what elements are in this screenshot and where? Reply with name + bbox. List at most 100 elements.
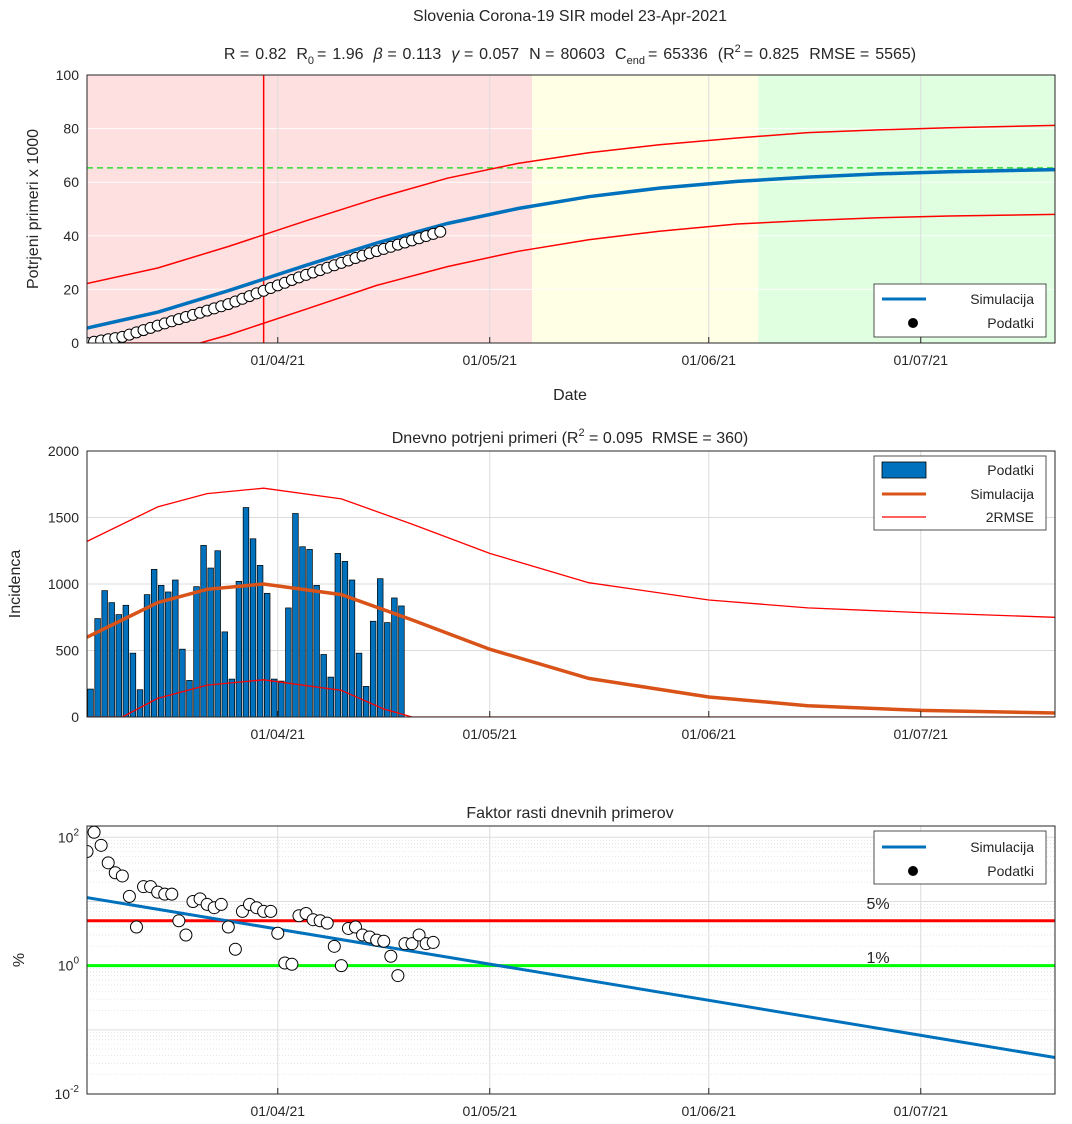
data-bar [109,603,115,717]
y-tick-label: 100 [56,67,80,83]
legend-swatch-data [882,462,926,478]
legend-label-data: Podatki [987,315,1034,331]
data-bar [151,569,157,717]
x-tick-label: 01/07/21 [894,352,949,368]
legend-label-simulation: Simulacija [970,839,1034,855]
data-point [130,921,142,933]
x-tick-label: 01/06/21 [682,726,737,742]
data-point [321,917,333,929]
data-point [116,870,128,882]
data-bar [250,539,256,717]
data-bar [384,623,390,717]
chart-title: Slovenia Corona-19 SIR model 23-Apr-2021 [413,8,727,25]
legend-label-simulation: Simulacija [970,486,1034,502]
x-tick-label: 01/07/21 [894,726,949,742]
data-bar [271,679,277,717]
chart-title: Dnevno potrjeni primeri (R2 = 0.095 RMSE… [392,427,749,447]
x-tick-label: 01/04/21 [251,726,306,742]
legend: Simulacija Podatki [874,831,1046,884]
data-bar [172,580,178,717]
x-tick-label: 01/07/21 [894,1103,949,1119]
data-bar [180,649,186,717]
legend: Podatki Simulacija 2RMSE [874,456,1046,530]
data-point [88,826,100,838]
chart-title: Faktor rasti dnevnih primerov [466,805,673,822]
data-bar [314,585,320,717]
legend: Simulacija Podatki [874,284,1046,337]
data-bar [137,690,143,717]
data-point [272,927,284,939]
y-tick-label: 40 [63,228,79,244]
data-bar [222,632,228,717]
data-point [173,915,185,927]
data-point [229,943,241,955]
data-bar [123,605,129,717]
legend-label-simulation: Simulacija [970,291,1034,307]
y-tick-label: 80 [63,121,79,137]
data-point [180,929,192,941]
panel-growth-factor: 01/04/21 01/05/21 01/06/21 01/07/2110-21001… [11,805,1055,1119]
data-point [378,935,390,947]
data-bar [236,581,242,717]
data-bar [307,549,313,717]
data-bar [278,681,284,717]
data-point [95,839,107,851]
data-point [392,970,404,982]
y-tick-label: 0 [71,709,79,725]
x-tick-label: 01/05/21 [462,1103,517,1119]
zone-yellow [532,75,758,343]
y-tick-label: 2000 [48,443,79,459]
data-bar [257,565,263,717]
data-bar [335,553,341,717]
data-bar [399,606,405,717]
panel-daily: 01/04/21 01/05/21 01/06/21 01/07/21 0 500 1000… [7,427,1055,742]
x-tick-label: 01/04/21 [251,352,306,368]
data-bar [321,654,327,717]
data-bar [300,547,306,717]
data-bar [88,689,94,717]
data-bar [229,679,235,717]
y-tick-label: 102 [58,827,80,845]
data-bar [356,653,362,717]
data-point [435,226,446,237]
data-point [427,936,439,948]
data-bar [144,595,150,717]
y-axis-label: % [11,953,28,967]
legend-label-data: Podatki [987,863,1034,879]
x-tick-label: 01/06/21 [682,1103,737,1119]
x-tick-label: 01/05/21 [462,726,517,742]
data-point [123,890,135,902]
data-bar [286,608,292,717]
data-bar [342,561,348,717]
x-tick-label: 01/06/21 [682,352,737,368]
data-point [385,950,397,962]
legend-label-2rmse: 2RMSE [986,509,1034,525]
x-tick-label: 01/04/21 [251,1103,306,1119]
x-tick-label: 01/05/21 [462,352,517,368]
data-bar [264,593,270,717]
data-bar [377,579,383,717]
legend-label-data: Podatki [987,462,1034,478]
legend-swatch-data [908,318,918,328]
data-bar [165,592,171,717]
chart-subtitle: R = 0.82 R0 = 1.96 β = 0.113 γ = 0.057 N = 80603 Ce… [224,43,916,67]
y-tick-label: 0 [71,335,79,351]
data-bar [102,591,108,717]
data-point [222,921,234,933]
panel-cumulative: 01/04/21 01/05/21 01/06/21 01/07/2102040608… [25,8,1055,404]
data-bar [194,587,200,717]
x-axis-label: Date [553,387,587,404]
zone-red [87,75,532,343]
threshold-label-1: 1% [866,950,889,967]
data-point [286,958,298,970]
data-bar [328,677,334,717]
data-bar [293,514,299,717]
data-point [166,888,178,900]
y-tick-label: 10-2 [55,1084,80,1102]
data-point [215,898,227,910]
data-bar [215,551,221,717]
data-bar [370,621,376,717]
legend-swatch-data [908,866,918,876]
y-tick-label: 1500 [48,510,79,526]
